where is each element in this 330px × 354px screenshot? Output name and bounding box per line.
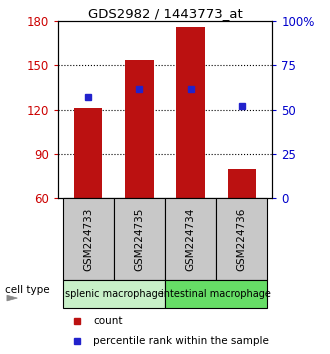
Text: cell type: cell type xyxy=(5,285,49,295)
Bar xyxy=(216,198,267,280)
Text: GSM224735: GSM224735 xyxy=(134,207,145,271)
Bar xyxy=(165,280,267,308)
Title: GDS2982 / 1443773_at: GDS2982 / 1443773_at xyxy=(88,7,242,20)
Bar xyxy=(63,280,165,308)
Text: GSM224733: GSM224733 xyxy=(83,207,93,271)
Text: intestinal macrophage: intestinal macrophage xyxy=(161,289,271,299)
Bar xyxy=(63,198,114,280)
Bar xyxy=(114,198,165,280)
Text: count: count xyxy=(93,316,123,326)
Text: GSM224736: GSM224736 xyxy=(237,207,247,271)
Polygon shape xyxy=(7,295,17,301)
Bar xyxy=(74,108,102,198)
Bar xyxy=(228,169,256,198)
Text: splenic macrophage: splenic macrophage xyxy=(65,289,163,299)
Bar xyxy=(177,27,205,198)
Bar xyxy=(165,198,216,280)
Text: percentile rank within the sample: percentile rank within the sample xyxy=(93,336,269,346)
Bar xyxy=(125,59,153,198)
Text: GSM224734: GSM224734 xyxy=(185,207,196,271)
